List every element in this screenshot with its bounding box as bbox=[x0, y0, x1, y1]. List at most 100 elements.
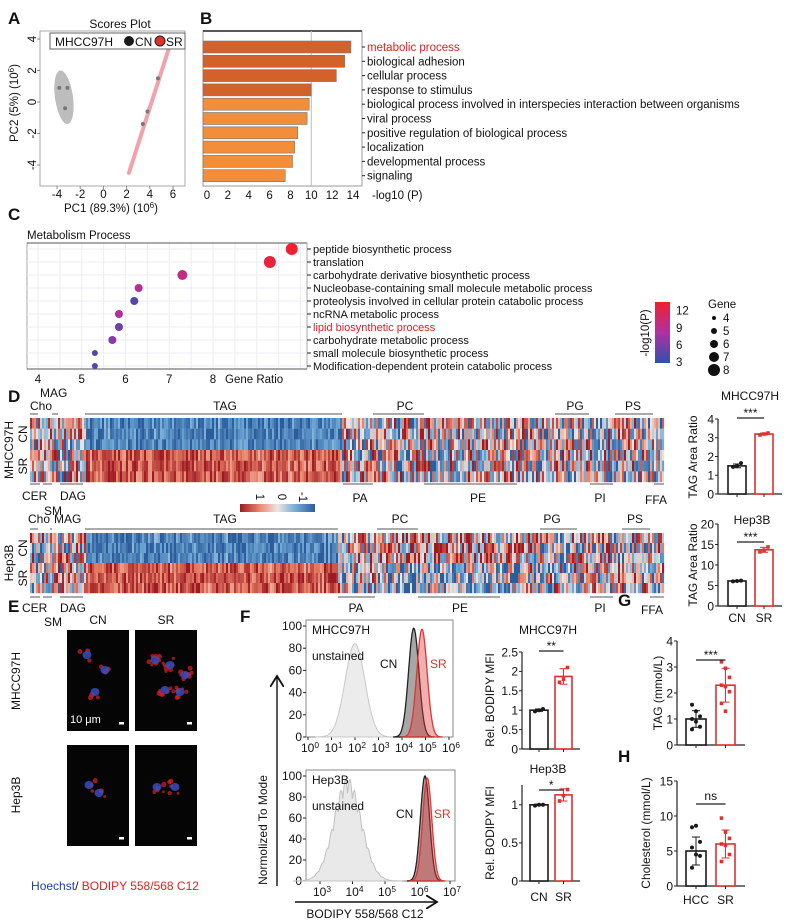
heatmap-cell bbox=[284, 450, 287, 461]
heatmap-cell bbox=[364, 553, 367, 564]
heatmap-cell bbox=[182, 418, 185, 429]
heatmap-cell bbox=[108, 563, 111, 574]
heatmap-cell bbox=[160, 533, 163, 544]
heatmap-cell bbox=[600, 460, 603, 472]
data-point bbox=[561, 677, 566, 681]
x-tick-label: 106 bbox=[411, 884, 429, 899]
heatmap-cell bbox=[508, 533, 511, 544]
heatmap-cell bbox=[416, 583, 419, 594]
heatmap-cell bbox=[514, 533, 517, 544]
heatmap-group-label: SR bbox=[16, 457, 30, 474]
heatmap-cell bbox=[546, 450, 549, 461]
data-point bbox=[727, 689, 732, 694]
heatmap-cell bbox=[152, 418, 155, 429]
heatmap-cell bbox=[358, 553, 361, 564]
heatmap-cell bbox=[322, 563, 325, 574]
heatmap-cell bbox=[134, 563, 137, 574]
heatmap-cell bbox=[146, 418, 149, 429]
histogram-CN bbox=[406, 775, 444, 882]
heatmap-cell bbox=[436, 573, 439, 584]
heatmap-cell bbox=[254, 533, 257, 544]
heatmap-cell bbox=[560, 418, 563, 429]
heatmap-cell bbox=[338, 543, 341, 554]
heatmap-cell bbox=[318, 563, 321, 574]
heatmap-cell bbox=[382, 439, 385, 451]
heatmap-cell bbox=[550, 533, 553, 544]
heatmap-cell bbox=[434, 573, 437, 584]
heatmap-cell bbox=[522, 583, 525, 594]
heatmap-cell bbox=[216, 471, 219, 483]
heatmap-cell bbox=[580, 573, 583, 584]
heatmap-cell bbox=[238, 583, 241, 594]
heatmap-cell bbox=[644, 583, 647, 594]
heatmap-cell bbox=[620, 553, 623, 564]
heatmap-cell bbox=[262, 573, 265, 584]
heatmap-cell bbox=[300, 583, 303, 594]
y-tick-label: 60 bbox=[289, 663, 303, 677]
heatmap-cell bbox=[386, 583, 389, 594]
heatmap-cell bbox=[364, 460, 367, 472]
heatmap-cell bbox=[642, 543, 645, 554]
heatmap-cell bbox=[272, 428, 275, 440]
heatmap-cell bbox=[426, 553, 429, 564]
heatmap-cell bbox=[582, 471, 585, 483]
heatmap-cell bbox=[234, 583, 237, 594]
heatmap-cell bbox=[198, 471, 201, 483]
heatmap-cell bbox=[270, 450, 273, 461]
heatmap-cell bbox=[110, 543, 113, 554]
heatmap-cell bbox=[632, 471, 635, 483]
heatmap-cell bbox=[528, 439, 531, 451]
heatmap-cell bbox=[384, 563, 387, 574]
heatmap-cell bbox=[496, 583, 499, 594]
heatmap-cell bbox=[404, 553, 407, 564]
heatmap-cell bbox=[532, 471, 535, 483]
heatmap-cell bbox=[660, 543, 663, 554]
heatmap-cell bbox=[344, 450, 347, 461]
heatmap-cell bbox=[640, 418, 643, 429]
heatmap-cell bbox=[644, 563, 647, 574]
heatmap-cell bbox=[176, 471, 179, 483]
heatmap-cell bbox=[120, 450, 123, 461]
micrograph bbox=[67, 745, 129, 846]
heatmap-cell bbox=[154, 428, 157, 440]
heatmap-cell bbox=[346, 543, 349, 554]
heatmap-cell bbox=[260, 553, 263, 564]
heatmap-cell bbox=[196, 553, 199, 564]
heatmap-cell bbox=[228, 553, 231, 564]
heatmap-cell bbox=[190, 418, 193, 429]
heatmap-cell bbox=[426, 439, 429, 451]
heatmap-cell bbox=[164, 460, 167, 472]
heatmap-cell bbox=[606, 573, 609, 584]
heatmap-cell bbox=[174, 418, 177, 429]
heatmap-cell bbox=[382, 573, 385, 584]
heatmap-cell bbox=[660, 428, 663, 440]
heatmap-cell bbox=[390, 418, 393, 429]
heatmap-cell bbox=[628, 533, 631, 544]
heatmap-cell bbox=[414, 563, 417, 574]
heatmap-cell bbox=[62, 543, 65, 554]
heatmap-cell bbox=[118, 460, 121, 472]
heatmap-cell bbox=[474, 553, 477, 564]
heatmap-cell bbox=[274, 450, 277, 461]
heatmap-cell bbox=[348, 573, 351, 584]
heatmap-cell bbox=[226, 563, 229, 574]
heatmap-cell bbox=[314, 439, 317, 451]
heatmap-cell bbox=[122, 450, 125, 461]
heatmap-cell bbox=[614, 543, 617, 554]
heatmap-cell bbox=[486, 460, 489, 472]
heatmap-cell bbox=[526, 543, 529, 554]
heatmap-cell bbox=[326, 450, 329, 461]
heatmap-cell bbox=[596, 471, 599, 483]
heatmap-cell bbox=[236, 553, 239, 564]
heatmap-cell bbox=[456, 439, 459, 451]
heatmap-cell bbox=[370, 428, 373, 440]
heatmap-cell bbox=[340, 583, 343, 594]
heatmap-cell bbox=[416, 428, 419, 440]
heatmap-cell bbox=[34, 543, 37, 554]
heatmap-cell bbox=[430, 543, 433, 554]
heatmap-cell bbox=[472, 460, 475, 472]
heatmap-cell bbox=[488, 428, 491, 440]
heatmap-cell bbox=[186, 543, 189, 554]
heatmap-cell bbox=[592, 450, 595, 461]
heatmap-cell bbox=[134, 428, 137, 440]
